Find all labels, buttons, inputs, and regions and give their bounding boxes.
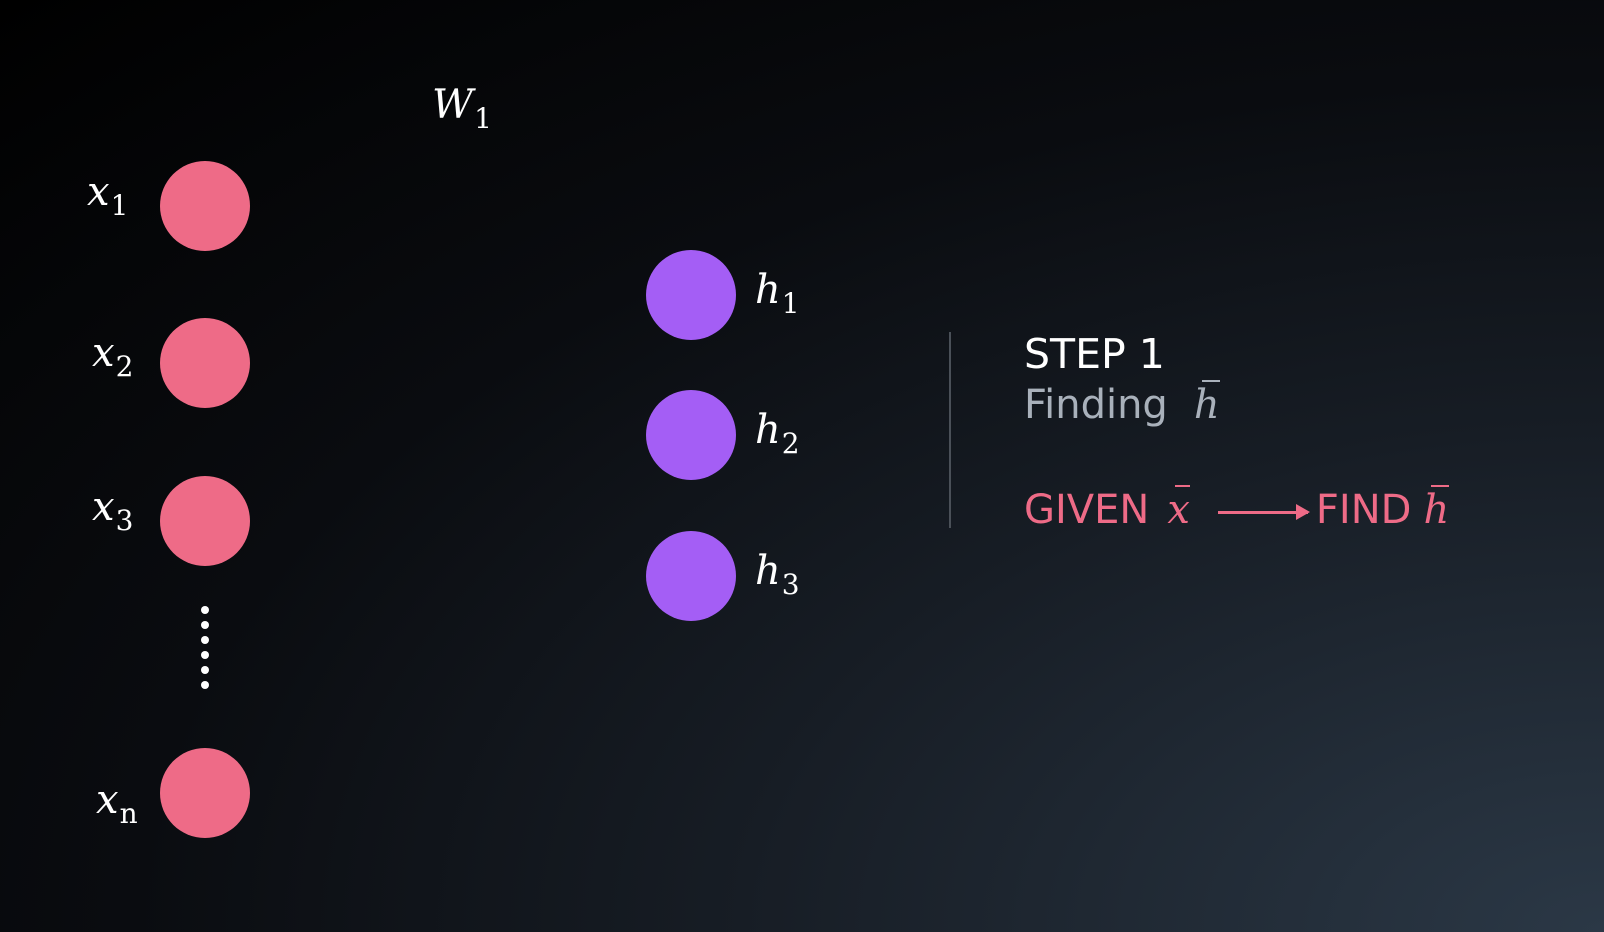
input-label-3: x3 bbox=[92, 484, 134, 537]
hidden-node-2 bbox=[646, 390, 736, 480]
h-bar-symbol-find: h bbox=[1423, 485, 1450, 533]
divider-line bbox=[949, 332, 951, 528]
ellipsis-dots bbox=[201, 606, 209, 689]
hidden-label-3: h3 bbox=[755, 548, 800, 601]
given-find-row: GIVEN x FIND h bbox=[1024, 485, 1450, 533]
given-label: GIVEN bbox=[1024, 487, 1150, 533]
input-label-1: x1 bbox=[87, 169, 129, 222]
input-label-n: xn bbox=[96, 777, 138, 830]
input-node-1 bbox=[160, 161, 250, 251]
input-node-n bbox=[160, 748, 250, 838]
input-label-2: x2 bbox=[92, 330, 134, 383]
hidden-label-1: h1 bbox=[755, 267, 800, 320]
step-subtitle: Finding h bbox=[1024, 380, 1220, 428]
hidden-label-2: h2 bbox=[755, 407, 800, 460]
x-bar-symbol: x bbox=[1167, 485, 1190, 533]
step-title: STEP 1 bbox=[1024, 330, 1165, 378]
find-label: FIND bbox=[1315, 487, 1412, 533]
input-node-2 bbox=[160, 318, 250, 408]
weights-label: W1 bbox=[432, 82, 492, 135]
hidden-node-1 bbox=[646, 250, 736, 340]
hidden-node-3 bbox=[646, 531, 736, 621]
right-arrow-icon bbox=[1217, 503, 1310, 520]
input-node-3 bbox=[160, 476, 250, 566]
h-bar-symbol: h bbox=[1193, 380, 1220, 428]
